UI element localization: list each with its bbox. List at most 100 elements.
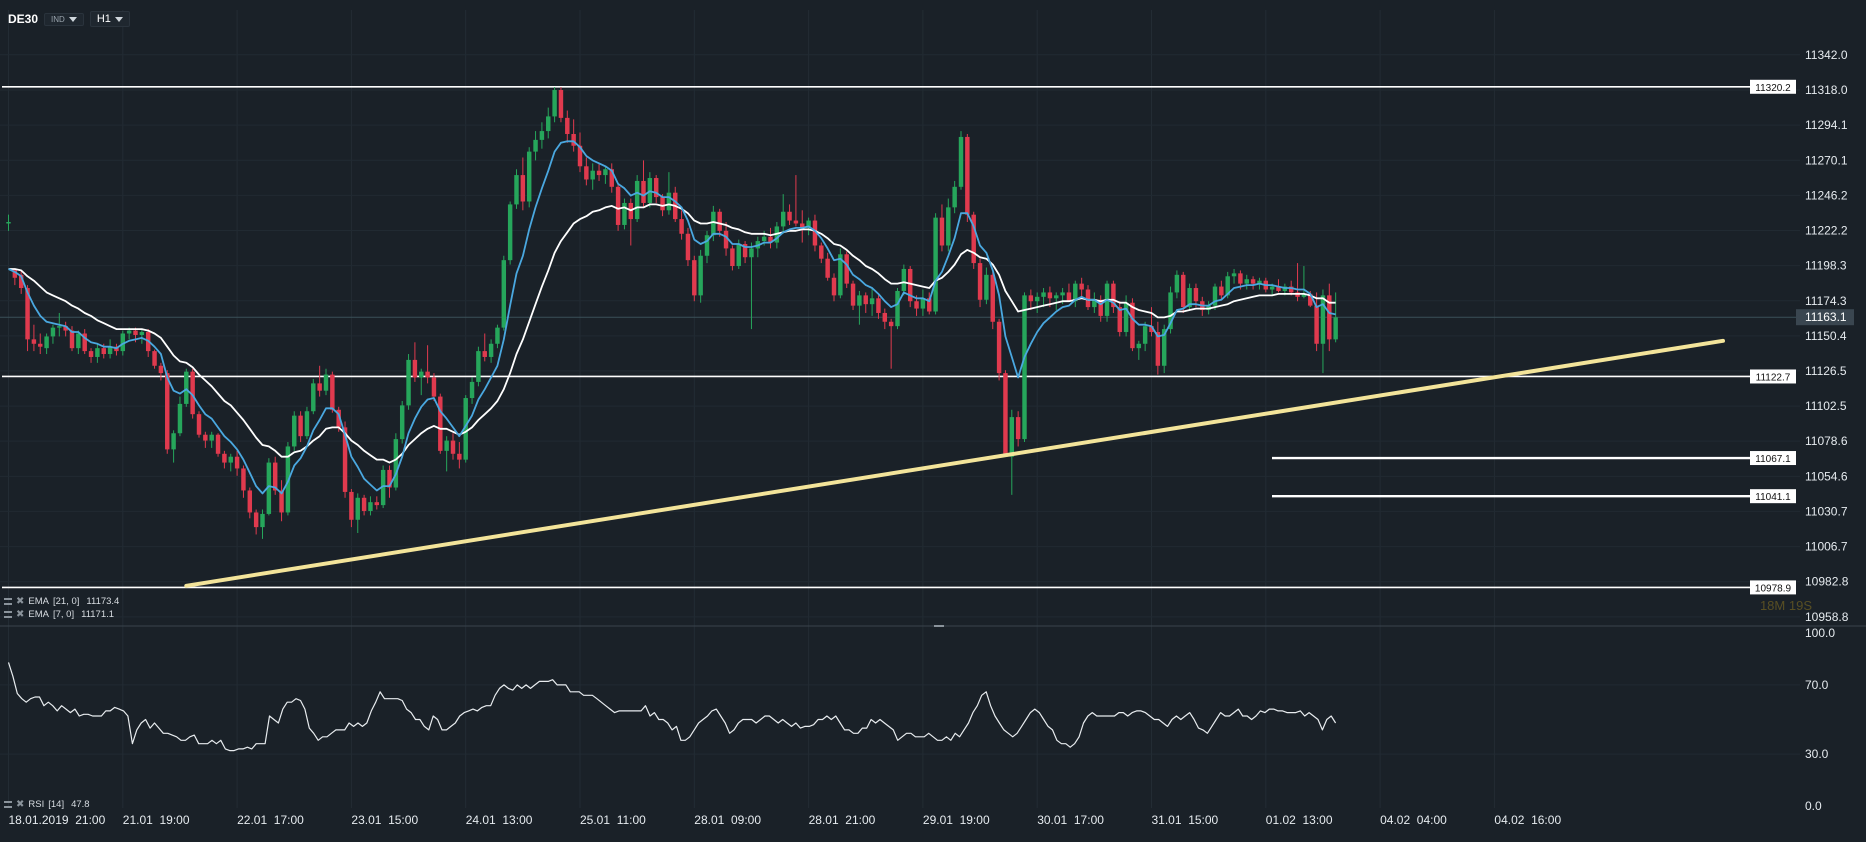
candle-body bbox=[95, 348, 100, 357]
candle-body bbox=[736, 244, 741, 267]
current-price-tag bbox=[1796, 309, 1854, 326]
candle-body bbox=[342, 427, 348, 492]
candle-body bbox=[355, 497, 360, 520]
indicator-ema21[interactable]: ✖ EMA [21, 0] 11173.4 bbox=[4, 596, 119, 607]
indicator-ema7[interactable]: ✖ EMA [7, 0] 11171.1 bbox=[4, 609, 114, 620]
ema-lines bbox=[8, 140, 1336, 495]
timeframe-dropdown[interactable]: H1 bbox=[89, 11, 130, 27]
settings-icon[interactable] bbox=[4, 801, 12, 808]
candle-body bbox=[1231, 273, 1237, 277]
candle-body bbox=[895, 290, 900, 327]
level-price-tag-label: 11067.1 bbox=[1755, 454, 1791, 465]
trendline-line[interactable] bbox=[184, 338, 1725, 588]
timeframe-label: H1 bbox=[96, 13, 111, 25]
candle-body bbox=[977, 263, 983, 300]
candle-body bbox=[311, 383, 316, 412]
indicator-params: [14] bbox=[48, 799, 65, 810]
candle-body bbox=[501, 260, 507, 328]
price-axis: 11342.0 11318.0 11294.1 11270.1 11246.2 11222… bbox=[1760, 48, 1854, 624]
level-price-tag[interactable] bbox=[1750, 580, 1796, 595]
candle-body bbox=[749, 248, 754, 258]
level-price-tag[interactable] bbox=[1750, 451, 1796, 466]
ema7-line bbox=[8, 140, 1336, 495]
rsi-tick-label: 100.0 bbox=[1805, 626, 1835, 640]
candle-body bbox=[965, 136, 970, 215]
candle-body bbox=[780, 211, 786, 227]
candle-body bbox=[76, 333, 81, 349]
candle-body bbox=[1015, 417, 1021, 440]
indicator-value: 11173.4 bbox=[86, 596, 120, 607]
price-tick-label: 11054.6 bbox=[1805, 469, 1848, 483]
close-icon[interactable]: ✖ bbox=[16, 799, 25, 810]
candle-body bbox=[958, 136, 964, 187]
symbol-label[interactable]: DE30 bbox=[8, 12, 39, 26]
indicator-value: 47.8 bbox=[71, 799, 90, 810]
candle-body bbox=[1288, 286, 1294, 293]
candle-body bbox=[660, 197, 665, 211]
rsi-tick-label: 0.0 bbox=[1805, 799, 1822, 813]
candle-body bbox=[139, 332, 145, 335]
candle-body bbox=[971, 214, 976, 264]
candle-body bbox=[1161, 329, 1167, 366]
horizontal-levels[interactable]: 11320.2 11122.7 11067.1 11041.1 10978.9 bbox=[0, 79, 1796, 595]
time-tick-label: 28.01 09:00 bbox=[694, 813, 761, 827]
trendline[interactable] bbox=[184, 338, 1725, 588]
candle-body bbox=[31, 339, 37, 344]
close-icon[interactable]: ✖ bbox=[16, 609, 25, 620]
candle-body bbox=[927, 298, 932, 312]
candle-body bbox=[1250, 279, 1256, 284]
indicator-value: 11171.1 bbox=[81, 609, 115, 620]
level-price-tag[interactable] bbox=[1750, 369, 1796, 384]
candle-body bbox=[425, 371, 430, 378]
candle-body bbox=[546, 116, 551, 132]
time-tick-label: 30.01 17:00 bbox=[1037, 813, 1104, 827]
candle-body bbox=[888, 321, 894, 327]
price-tick-label: 11078.6 bbox=[1805, 434, 1848, 448]
candle-body bbox=[565, 117, 570, 135]
level-price-tag[interactable] bbox=[1750, 489, 1796, 504]
candle-body bbox=[596, 170, 602, 176]
candle-body bbox=[939, 217, 945, 246]
price-tick-label: 11318.0 bbox=[1805, 83, 1848, 97]
candle-body bbox=[380, 469, 386, 506]
candle-body bbox=[317, 383, 322, 391]
settings-icon[interactable] bbox=[4, 611, 12, 618]
candle-body bbox=[666, 192, 672, 211]
bar-countdown: 18M 19S bbox=[1760, 598, 1812, 613]
settings-icon[interactable] bbox=[4, 598, 12, 605]
candle-body bbox=[1022, 295, 1027, 440]
candle-body bbox=[533, 139, 538, 152]
candle-body bbox=[539, 131, 545, 140]
indicator-rsi[interactable]: ✖ RSI [14] 47.8 bbox=[4, 799, 90, 810]
candle-body bbox=[590, 170, 595, 180]
candle-body bbox=[1238, 273, 1243, 284]
price-tick-label: 11030.7 bbox=[1805, 504, 1848, 518]
time-tick-label: 28.01 21:00 bbox=[809, 813, 876, 827]
close-icon[interactable]: ✖ bbox=[16, 596, 25, 607]
candle-body bbox=[368, 502, 373, 511]
level-price-tag-label: 11041.1 bbox=[1755, 492, 1791, 503]
candles bbox=[6, 87, 1338, 539]
time-tick-label: 22.01 17:00 bbox=[237, 813, 304, 827]
candle-body bbox=[850, 283, 856, 306]
mode-label: IND bbox=[51, 14, 65, 24]
candle-body bbox=[107, 346, 113, 355]
candle-body bbox=[1111, 283, 1116, 308]
candle-body bbox=[349, 491, 354, 520]
candle-body bbox=[787, 211, 792, 221]
price-tick-label: 11222.2 bbox=[1805, 224, 1848, 238]
candle-body bbox=[990, 274, 995, 322]
level-price-tag-label: 10978.9 bbox=[1755, 583, 1792, 594]
candle-body bbox=[920, 298, 926, 309]
candle-body bbox=[1257, 280, 1262, 284]
mode-dropdown[interactable]: IND bbox=[44, 12, 84, 26]
candle-body bbox=[450, 440, 456, 454]
candle-body bbox=[812, 220, 818, 246]
candle-body bbox=[88, 351, 94, 357]
candle-body bbox=[831, 277, 837, 296]
candle-body bbox=[272, 462, 278, 491]
candle-body bbox=[57, 326, 62, 328]
level-price-tag[interactable] bbox=[1750, 79, 1796, 94]
